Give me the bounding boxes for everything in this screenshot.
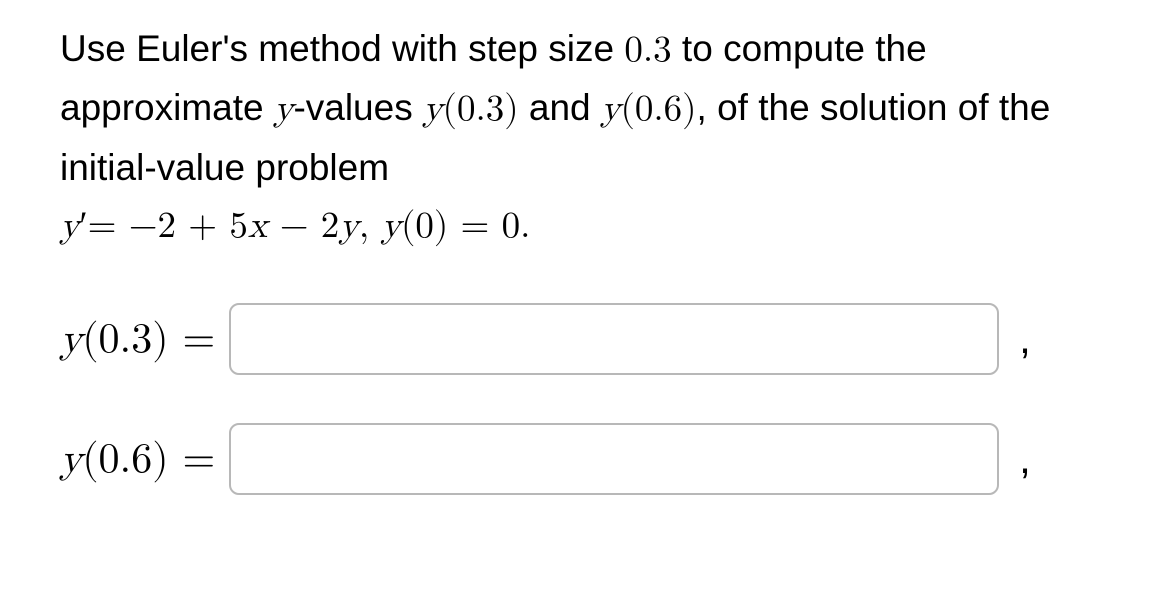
answer-label-arg: (0.6)	[82, 439, 168, 481]
ic-y: y	[381, 208, 401, 245]
intro-text-1: Use Euler's method with step size	[60, 28, 624, 69]
answers-container: y(0.3) =,y(0.6) =,	[60, 303, 1120, 495]
eq-minus2: −2 + 5	[129, 208, 248, 245]
answer-label-1: y(0.6) =	[60, 434, 215, 485]
answer-label-eq: =	[169, 439, 216, 481]
y1-arg: (0.3)	[443, 91, 519, 128]
answer-label-fn: y	[60, 319, 82, 361]
y-var: y	[274, 91, 294, 128]
eq-minus: − 2	[267, 208, 339, 245]
y2-arg: (0.6)	[620, 91, 696, 128]
answer-row-0: y(0.3) =,	[60, 303, 1120, 375]
answer-trail-0: ,	[1013, 315, 1031, 363]
problem-statement: Use Euler's method with step size 0.3 to…	[60, 20, 1120, 255]
eq-comma: ,	[359, 208, 382, 245]
step-size: 0.3	[624, 32, 671, 69]
eq-y2: y	[339, 208, 359, 245]
y2-fn: y	[601, 91, 621, 128]
eq-eq1: =	[88, 208, 129, 245]
answer-trail-1: ,	[1013, 435, 1031, 483]
and-text: and	[519, 87, 601, 128]
y1-fn: y	[423, 91, 443, 128]
eq-x: x	[248, 208, 268, 245]
answer-input-1[interactable]	[229, 423, 999, 495]
ic-eq: = 0.	[448, 208, 530, 245]
answer-label-eq: =	[169, 319, 216, 361]
answer-label-arg: (0.3)	[82, 319, 168, 361]
answer-label-fn: y	[60, 439, 82, 481]
intro-text-3: -values	[293, 87, 423, 128]
eq-y: y	[60, 208, 80, 245]
answer-row-1: y(0.6) =,	[60, 423, 1120, 495]
answer-input-0[interactable]	[229, 303, 999, 375]
ic-arg: (0)	[401, 208, 448, 245]
eq-prime: ′	[80, 205, 88, 246]
answer-label-0: y(0.3) =	[60, 314, 215, 365]
